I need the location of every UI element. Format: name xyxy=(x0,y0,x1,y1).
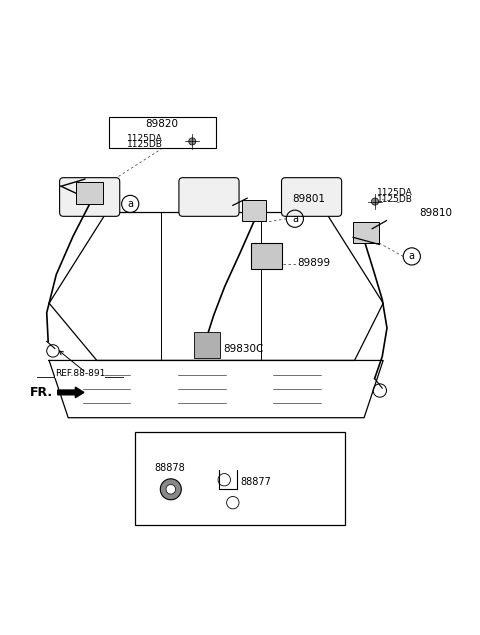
Bar xyxy=(251,243,282,269)
Text: a: a xyxy=(292,214,298,224)
Text: 1125DB: 1125DB xyxy=(377,195,413,204)
Bar xyxy=(76,182,103,204)
Text: REF.88-891: REF.88-891 xyxy=(55,370,105,378)
Text: 89801: 89801 xyxy=(292,194,325,204)
Text: 89830C: 89830C xyxy=(223,344,264,354)
Circle shape xyxy=(166,485,176,494)
Text: 89820: 89820 xyxy=(146,119,179,130)
Text: FR.: FR. xyxy=(30,386,53,399)
Text: 1125DA: 1125DA xyxy=(377,188,413,197)
Bar xyxy=(353,222,379,243)
Circle shape xyxy=(189,138,196,145)
FancyArrow shape xyxy=(58,387,84,398)
Bar xyxy=(109,117,216,148)
Text: 88877: 88877 xyxy=(240,477,271,487)
Text: 89899: 89899 xyxy=(297,258,330,267)
FancyBboxPatch shape xyxy=(281,178,342,217)
Text: 89810: 89810 xyxy=(419,208,452,218)
Bar xyxy=(135,432,345,525)
FancyBboxPatch shape xyxy=(60,178,120,217)
Text: a: a xyxy=(409,251,415,262)
FancyBboxPatch shape xyxy=(179,178,239,217)
Circle shape xyxy=(160,479,181,500)
Text: 1125DB: 1125DB xyxy=(127,140,163,149)
Bar xyxy=(242,199,266,220)
Text: a: a xyxy=(151,439,157,450)
Text: a: a xyxy=(127,199,133,209)
Circle shape xyxy=(372,198,379,205)
Bar xyxy=(194,332,220,358)
Text: 88878: 88878 xyxy=(154,463,185,473)
Text: 1125DA: 1125DA xyxy=(127,133,162,143)
